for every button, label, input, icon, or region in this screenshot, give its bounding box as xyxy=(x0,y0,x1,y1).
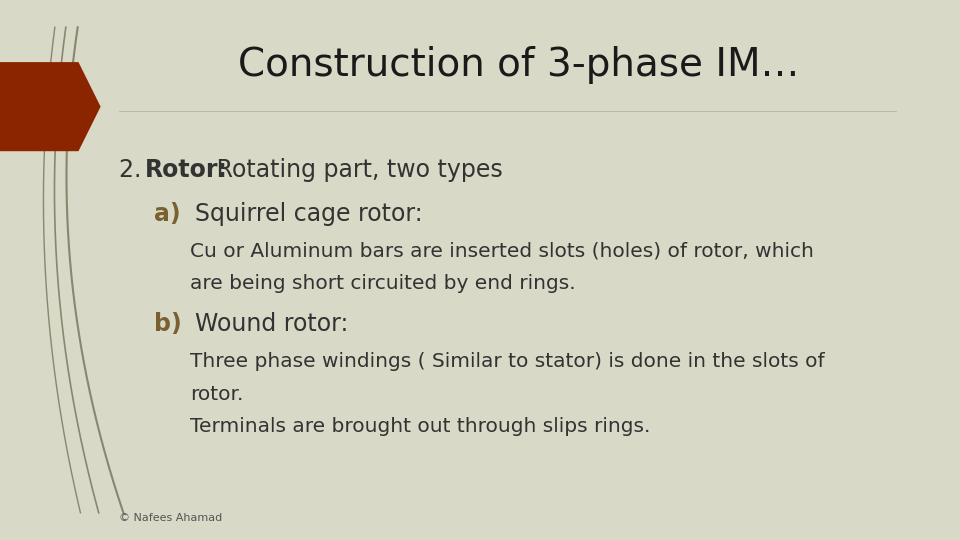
Text: Construction of 3-phase IM…: Construction of 3-phase IM… xyxy=(238,46,799,84)
Text: 2.: 2. xyxy=(119,158,149,182)
Text: Three phase windings ( Similar to stator) is done in the slots of: Three phase windings ( Similar to stator… xyxy=(190,352,825,372)
Text: Rotor:: Rotor: xyxy=(145,158,228,182)
Text: a): a) xyxy=(154,202,180,226)
Text: Squirrel cage rotor:: Squirrel cage rotor: xyxy=(195,202,422,226)
Text: © Nafees Ahamad: © Nafees Ahamad xyxy=(119,514,222,523)
Text: Rotating part, two types: Rotating part, two types xyxy=(208,158,502,182)
Polygon shape xyxy=(0,62,101,151)
Text: b): b) xyxy=(154,312,181,336)
Text: are being short circuited by end rings.: are being short circuited by end rings. xyxy=(190,274,576,293)
Text: rotor.: rotor. xyxy=(190,384,244,404)
Text: Terminals are brought out through slips rings.: Terminals are brought out through slips … xyxy=(190,417,651,436)
Text: Cu or Aluminum bars are inserted slots (holes) of rotor, which: Cu or Aluminum bars are inserted slots (… xyxy=(190,241,814,261)
Text: Wound rotor:: Wound rotor: xyxy=(195,312,348,336)
